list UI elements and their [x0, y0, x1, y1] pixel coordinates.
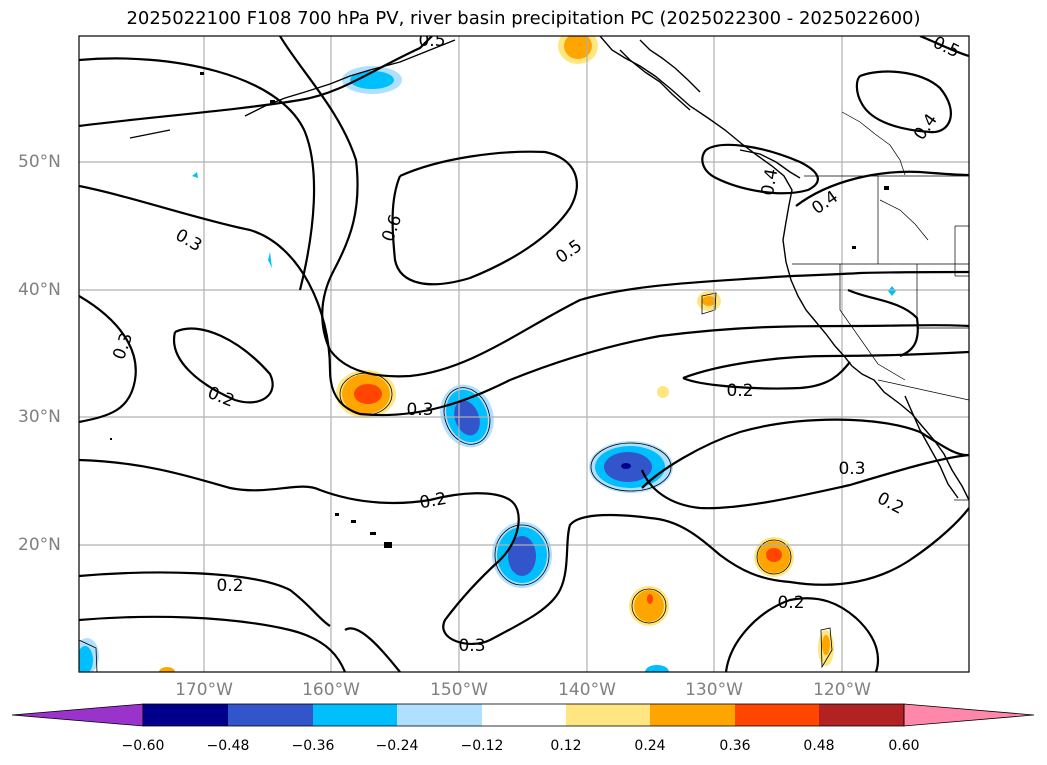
- lon-label: 160°W: [302, 680, 360, 700]
- contour-label: 0.5: [418, 31, 445, 51]
- contour-label: 0.2: [726, 381, 753, 401]
- contour-label: 0.4: [758, 167, 782, 197]
- lon-label: 150°W: [430, 680, 488, 700]
- colorbar-tick: 0.12: [550, 738, 582, 754]
- contour-label: 0.2: [777, 593, 804, 613]
- colorbar-tick: 0.24: [634, 738, 666, 754]
- colorbar-bin: [482, 704, 567, 726]
- colorbar-extend-low: [11, 703, 144, 727]
- colorbar-bin: [735, 704, 820, 726]
- colorbar-tick: 0.48: [803, 738, 835, 754]
- map-frame: [78, 35, 970, 673]
- colorbar-bin: [228, 704, 313, 726]
- pv-contours: [79, 36, 969, 672]
- lat-label: 20°N: [18, 535, 61, 555]
- lat-label: 30°N: [18, 407, 61, 427]
- colorbar-tick: −0.60: [121, 738, 165, 754]
- lon-label: 140°W: [558, 680, 616, 700]
- lon-label: 120°W: [813, 680, 871, 700]
- colorbar-tick: −0.24: [375, 738, 419, 754]
- colorbar: [11, 703, 1035, 727]
- contour-label: 0.3: [838, 459, 865, 479]
- colorbar-bin: [313, 704, 398, 726]
- islands: [110, 72, 889, 548]
- colorbar-bin: [397, 704, 482, 726]
- colorbar-bin: [143, 704, 228, 726]
- colorbar-bin: [566, 704, 651, 726]
- contour-label: 0.2: [216, 576, 243, 596]
- colorbar-tick: −0.36: [291, 738, 335, 754]
- lat-label: 40°N: [18, 280, 61, 300]
- contour-label: 0.3: [458, 636, 485, 656]
- lon-label: 130°W: [685, 680, 743, 700]
- colorbar-tick: −0.48: [206, 738, 250, 754]
- colorbar-tick: 0.60: [888, 738, 920, 754]
- graticule: [79, 36, 969, 672]
- borders: [792, 111, 969, 501]
- contour-labels: 0.5 0.3 0.6 0.5 0.4 0.3 0.2 0.3 0.2 0.2 …: [109, 31, 962, 656]
- colorbar-bin: [819, 704, 904, 726]
- colorbar-tick: −0.12: [460, 738, 504, 754]
- contour-label: 0.3: [406, 400, 433, 420]
- map-title: 2025022100 F108 700 hPa PV, river basin …: [126, 8, 921, 29]
- lon-label: 170°W: [175, 680, 233, 700]
- lat-label: 50°N: [18, 152, 61, 172]
- colorbar-extend-high: [903, 703, 1035, 727]
- contour-label: 0.2: [418, 489, 448, 513]
- colorbar-tick: 0.36: [719, 738, 751, 754]
- colorbar-bin: [650, 704, 735, 726]
